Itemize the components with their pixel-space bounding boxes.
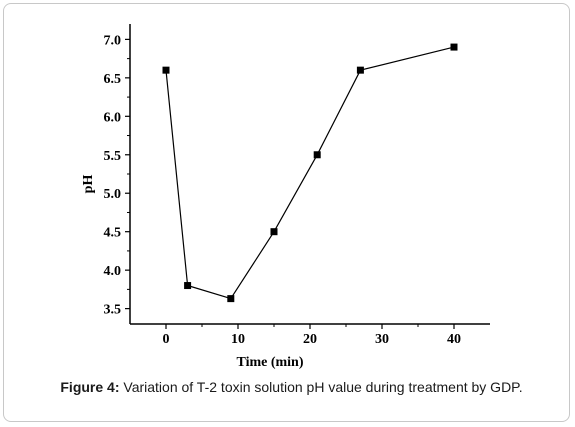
y-tick-label: 7.0 — [104, 33, 122, 48]
x-tick-label: 0 — [163, 332, 170, 347]
y-tick-label: 5.0 — [104, 187, 122, 202]
y-tick-label: 4.0 — [104, 264, 122, 279]
caption-text: Variation of T-2 toxin solution pH value… — [119, 379, 523, 395]
y-tick-label: 4.5 — [104, 226, 122, 241]
y-tick-label: 6.5 — [104, 72, 122, 87]
data-point — [227, 295, 235, 303]
x-tick-label: 10 — [231, 332, 245, 347]
x-axis-title: Time (min) — [236, 355, 303, 370]
y-tick-label: 3.5 — [104, 303, 122, 318]
data-point — [270, 228, 278, 236]
figure-caption: Figure 4: Variation of T-2 toxin solutio… — [44, 377, 539, 397]
figure-frame: 0 10 20 30 40 3.5 4.0 4.5 5.0 5.5 6.0 6.5 7.0 Time (m… — [3, 3, 570, 422]
y-axis-title: pH — [81, 175, 96, 194]
data-point — [184, 282, 192, 290]
x-tick-label: 20 — [303, 332, 317, 347]
chart: 0 10 20 30 40 3.5 4.0 4.5 5.0 5.5 6.0 6.5 7.0 Time (m… — [81, 24, 490, 370]
y-tick-label: 5.5 — [104, 149, 122, 164]
data-point — [356, 66, 364, 74]
x-tick-label: 30 — [375, 332, 389, 347]
caption-label: Figure 4: — [60, 379, 120, 395]
x-tick-label: 40 — [447, 332, 461, 347]
series-line — [165, 46, 455, 300]
data-point — [450, 43, 458, 51]
data-point — [313, 151, 321, 159]
y-tick-label: 6.0 — [104, 110, 122, 125]
data-point — [162, 66, 170, 74]
